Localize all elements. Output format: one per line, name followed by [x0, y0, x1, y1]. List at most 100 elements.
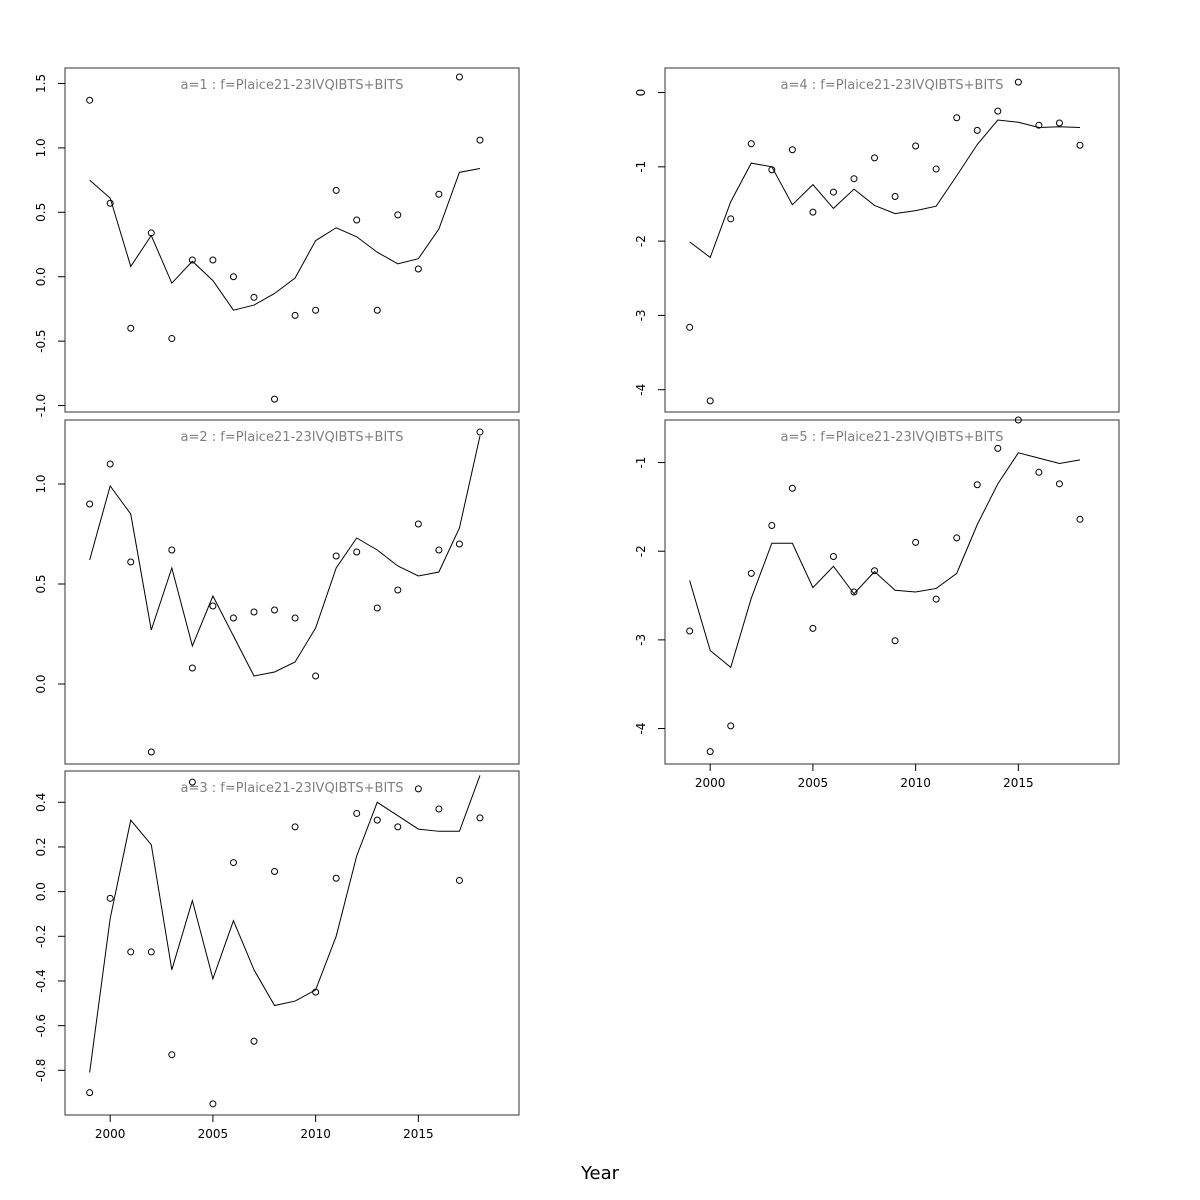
data-point	[455, 540, 463, 548]
data-point	[86, 96, 94, 104]
data-point	[147, 948, 155, 956]
data-point	[891, 637, 899, 645]
data-point	[127, 948, 135, 956]
y-tick-label: -3	[634, 634, 648, 646]
data-point	[373, 604, 381, 612]
data-point	[188, 664, 196, 672]
y-tick-label: 0.2	[34, 837, 48, 856]
data-point	[727, 722, 735, 730]
x-tick-label: 2000	[95, 1127, 126, 1141]
data-point	[414, 520, 422, 528]
data-point	[271, 868, 279, 876]
data-point	[871, 154, 879, 162]
y-tick-label: 1.0	[34, 474, 48, 493]
y-tick-label: 0.5	[34, 574, 48, 593]
data-point	[1055, 480, 1063, 488]
data-point	[476, 136, 484, 144]
data-point	[106, 460, 114, 468]
data-point	[686, 627, 694, 635]
data-point	[850, 175, 858, 183]
x-axis-label: Year	[580, 1163, 620, 1184]
panel-2: 0.0 0.5 1.0 a=2 : f=Plaice21-23IVQIBTS+BITS	[34, 419, 520, 765]
data-point	[994, 444, 1002, 452]
data-point	[373, 816, 381, 824]
y-tick-label: -1	[634, 161, 648, 173]
panel-4: -4 -3 -2 -1 0 a=4 : f=Plaice21-23IVQIBTS+BITS	[634, 67, 1120, 413]
data-point	[106, 894, 114, 902]
plot-frame	[664, 419, 1120, 765]
fitted-line	[689, 452, 1081, 669]
y-tick-label: 0.0	[34, 674, 48, 693]
data-point	[850, 588, 858, 596]
x-tick-label: 2000	[695, 776, 726, 790]
data-point	[271, 395, 279, 403]
y-tick-label: 0.0	[34, 882, 48, 901]
data-point	[229, 859, 237, 867]
fitted-line	[89, 167, 481, 311]
x-tick-label: 2005	[798, 776, 829, 790]
fitted-line	[89, 775, 481, 1073]
panel-5: -4 -3 -2 -1 2000 2005 2010 2015 a=5 : f=Plaice21…	[634, 416, 1120, 790]
data-point	[932, 595, 940, 603]
data-point	[435, 546, 443, 554]
y-tick-label: 0.0	[34, 267, 48, 286]
data-point	[871, 567, 879, 575]
data-point	[768, 166, 776, 174]
data-point	[353, 809, 361, 817]
panels: -1.0 -0.5 0.0 0.5 1.0 1.5 a=1 : f=Plaice21-23I…	[34, 67, 1120, 1141]
data-point	[250, 608, 258, 616]
data-point	[209, 256, 217, 264]
data-point	[332, 186, 340, 194]
data-point	[394, 211, 402, 219]
data-point	[973, 481, 981, 489]
data-point	[394, 823, 402, 831]
data-point	[209, 1100, 217, 1108]
x-tick-label: 2015	[403, 1127, 434, 1141]
data-point	[953, 114, 961, 122]
data-point	[829, 553, 837, 561]
data-point	[932, 165, 940, 173]
y-tick-label: 1.0	[34, 138, 48, 157]
plot-frame	[664, 67, 1120, 413]
data-point	[332, 552, 340, 560]
y-tick-label: -4	[634, 723, 648, 735]
data-point	[768, 522, 776, 530]
data-point	[291, 311, 299, 319]
y-tick-label: -1.0	[34, 394, 48, 417]
data-point	[809, 208, 817, 216]
y-tick-label: -3	[634, 309, 648, 321]
y-tick-label: -2	[634, 545, 648, 557]
y-tick-label: 0.4	[34, 793, 48, 812]
data-point	[291, 614, 299, 622]
data-point	[312, 306, 320, 314]
data-point	[747, 140, 755, 148]
data-point	[1076, 141, 1084, 149]
y-tick-label: -2	[634, 235, 648, 247]
panel-title: a=2 : f=Plaice21-23IVQIBTS+BITS	[181, 430, 404, 445]
data-point	[891, 193, 899, 201]
data-point	[127, 558, 135, 566]
x-tick-label: 2015	[1003, 776, 1034, 790]
y-tick-label: 0.5	[34, 203, 48, 222]
data-point	[706, 397, 714, 405]
data-point	[332, 874, 340, 882]
data-point	[353, 216, 361, 224]
data-point	[353, 548, 361, 556]
y-tick-label: -4	[634, 384, 648, 396]
data-point	[86, 500, 94, 508]
data-point	[86, 1089, 94, 1097]
data-point	[455, 73, 463, 81]
data-point	[414, 785, 422, 793]
data-point	[271, 606, 279, 614]
data-point	[706, 748, 714, 756]
x-tick-label: 2010	[900, 776, 931, 790]
data-point	[1014, 416, 1022, 424]
y-tick-label: -1	[634, 457, 648, 469]
fitted-line	[689, 119, 1080, 259]
panel-title: a=5 : f=Plaice21-23IVQIBTS+BITS	[781, 430, 1004, 445]
data-point	[435, 190, 443, 198]
data-point	[747, 569, 755, 577]
data-point	[1035, 468, 1043, 476]
data-point	[188, 778, 196, 786]
